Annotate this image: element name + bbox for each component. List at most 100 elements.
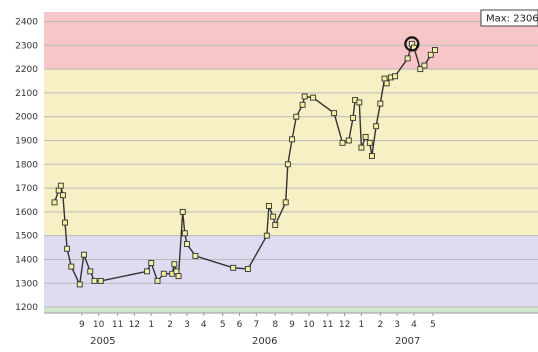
data-point [244,266,251,272]
data-point [265,202,272,209]
max-marker: Max: 2306 [404,9,538,52]
data-point [289,136,296,143]
year-label: 2007 [395,336,420,347]
y-tick-label: 2000 [15,113,38,123]
x-tick-label: 10 [303,320,315,330]
data-point [183,241,190,247]
x-tick-label: 4 [201,320,207,330]
x-tick-label: 3 [394,320,400,330]
data-point [427,51,434,58]
data-point [345,137,352,144]
x-tick-label: 12 [129,320,140,330]
data-point [377,100,384,107]
band-1 [44,69,538,236]
data-point [383,80,390,87]
data-point [339,139,346,146]
data-point [144,268,150,275]
series [51,40,438,288]
x-tick-label: 7 [253,320,259,330]
x-tick-label: 5 [430,320,436,330]
data-point [62,219,68,226]
data-point [175,273,182,280]
x-tick-label: 2 [377,320,383,330]
data-point [80,251,87,258]
data-point [358,144,365,151]
data-point [55,187,62,194]
data-point [181,230,188,237]
x-tick-label: 4 [411,320,417,330]
y-tick-label: 1600 [15,208,38,218]
band-2 [44,235,538,308]
x-tick-label: 8 [272,320,278,330]
data-point [270,213,277,220]
x-tick-label: 9 [289,320,295,330]
data-point [68,263,75,270]
data-point [284,161,291,168]
x-tick-label: 2 [167,320,173,330]
data-point [179,208,186,215]
x-axis-ticks: 9 10 11 12 1 2 3 4 5 6 7 8 9 10 11 12 1 2 3 4 5 [79,313,436,330]
y-tick-label: 1300 [15,279,38,289]
y-tick-label: 1700 [15,184,38,194]
y-tick-label: 2200 [15,65,38,75]
data-point [97,277,104,284]
x-tick-label: 3 [184,320,190,330]
x-tick-label: 11 [112,320,123,330]
year-label: 2005 [90,336,115,347]
data-point [282,199,289,206]
band-3 [44,307,538,313]
data-point [64,245,71,252]
band-0 [44,12,538,70]
x-tick-label: 11 [322,320,333,330]
data-point [366,139,373,146]
max-label: Max: 2306 [486,14,538,25]
data-point [310,94,317,101]
data-point [160,270,167,277]
y-tick-label: 2400 [15,18,38,28]
y-tick-label: 1800 [15,160,38,170]
y-tick-label: 1400 [15,255,38,265]
data-point [263,232,270,239]
data-point [272,222,279,228]
data-point [373,123,380,130]
data-point [356,99,363,106]
data-point [192,252,199,259]
data-point [301,93,308,100]
data-point [368,153,375,159]
x-tick-label: 1 [148,320,154,330]
data-point [392,73,399,80]
data-point [230,264,237,271]
value-bands [44,12,538,313]
x-tick-label: 6 [237,320,243,330]
x-tick-label: 1 [359,320,365,330]
x-tick-label: 5 [220,320,226,330]
x-tick-label: 12 [339,320,350,330]
data-point [76,281,83,288]
data-point [91,277,98,284]
x-tick-label: 10 [93,320,105,330]
x-tick-label: 9 [79,320,85,330]
y-tick-label: 2300 [15,41,38,51]
y-axis-ticks: 1200 1300 1400 1500 1600 1700 1800 1900 2000 2100… [15,18,38,314]
data-point [404,55,411,62]
y-tick-label: 2100 [15,89,38,99]
data-point [173,268,180,275]
max-point-ring [404,36,420,52]
year-labels: 2005 2006 2007 [90,336,420,347]
data-point [57,182,64,189]
data-point [417,66,424,73]
data-point [171,261,178,268]
data-point [381,75,388,82]
data-point [350,114,356,121]
y-tick-label: 1200 [15,303,38,313]
data-point [432,47,438,54]
data-point [87,268,94,275]
data-point [362,133,369,140]
data-point [51,199,58,206]
data-point [299,101,306,108]
data-point [59,192,66,199]
y-tick-label: 1500 [15,232,38,242]
data-point [293,113,300,120]
data-point [154,277,161,284]
